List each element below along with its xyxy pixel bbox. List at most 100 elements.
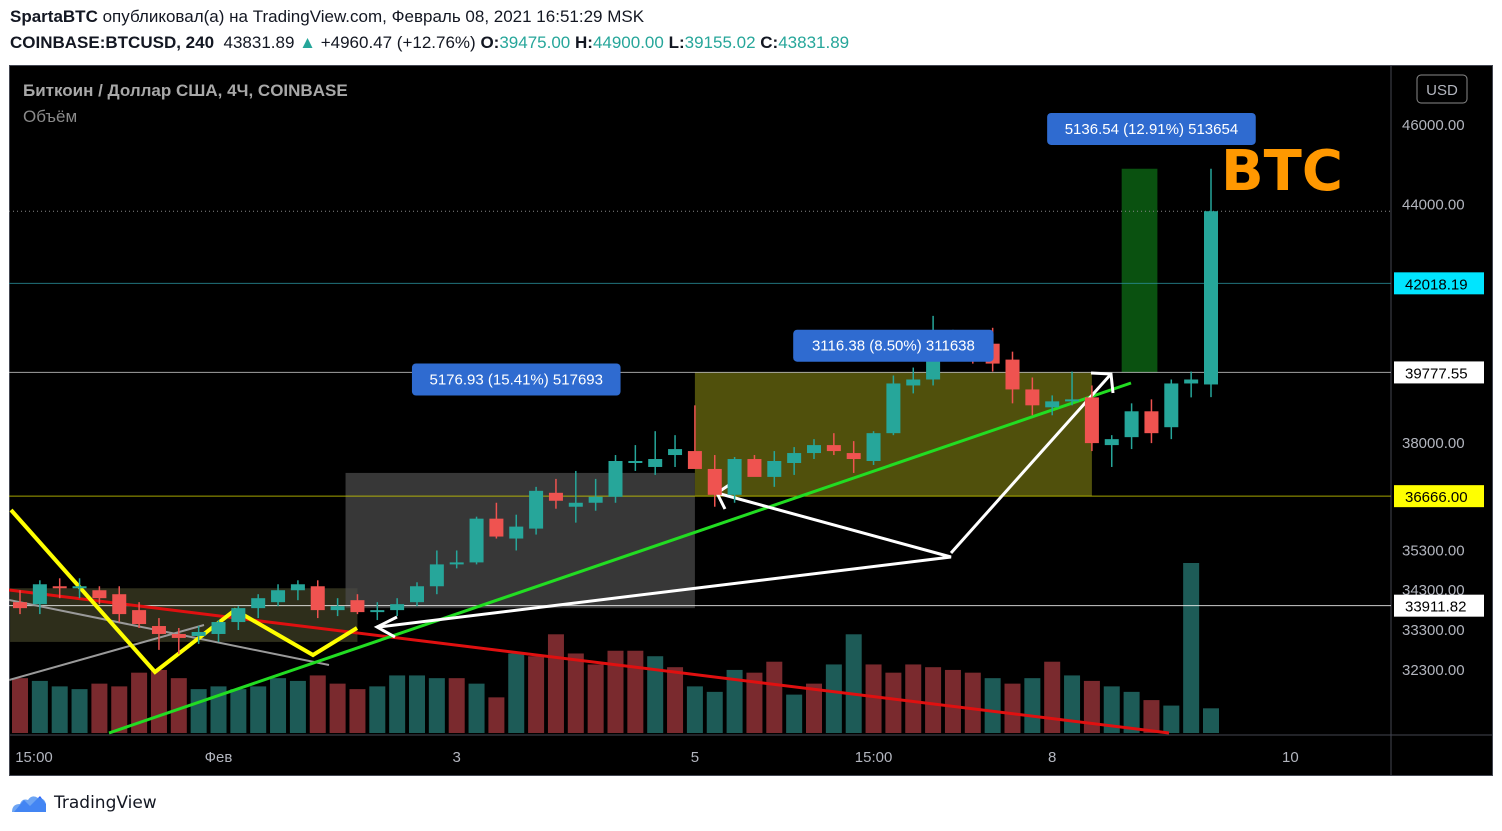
- candle-body: [846, 453, 861, 460]
- volume-bar: [369, 686, 386, 733]
- measure-box-1: [345, 472, 695, 609]
- grey-trend-line-2: [9, 624, 205, 681]
- volume-bar: [1044, 661, 1061, 733]
- candle-body: [787, 453, 802, 463]
- x-tick-label: 5: [691, 749, 699, 766]
- volume-bar: [1143, 700, 1160, 733]
- volume-bar: [547, 634, 564, 733]
- low-value: 39155.02: [684, 33, 756, 52]
- publish-text: опубликовал(а) на TradingView.com, Февра…: [102, 7, 645, 26]
- candle-body: [449, 562, 464, 565]
- candle-body: [866, 433, 881, 462]
- candle-body: [1045, 401, 1060, 408]
- volume-bar: [31, 680, 48, 733]
- high-label: H:: [574, 33, 593, 52]
- candle-body: [231, 608, 246, 623]
- candle-body: [568, 502, 583, 507]
- volume-bar: [230, 689, 247, 733]
- candle-body: [151, 626, 166, 634]
- candle-body: [826, 445, 841, 452]
- volume-bar: [686, 686, 703, 733]
- volume-bar: [508, 653, 525, 733]
- candle-body: [310, 586, 325, 611]
- candle-body: [628, 461, 643, 464]
- last-price: 43831.89: [223, 33, 295, 52]
- volume-bar: [885, 672, 902, 733]
- volume-bar: [1183, 563, 1200, 733]
- price-level-badge: [1394, 361, 1484, 384]
- volume-bar: [865, 664, 882, 733]
- volume-bar: [250, 686, 267, 733]
- open-value: 39475.00: [499, 33, 571, 52]
- volume-bar: [448, 678, 465, 733]
- candle-body: [370, 610, 385, 613]
- volume-bar: [806, 683, 822, 733]
- watermark-btc: BTC: [1221, 139, 1343, 204]
- candle-body: [171, 633, 186, 638]
- candle-body: [410, 586, 424, 603]
- volume-bar: [190, 689, 207, 733]
- volume-bar: [1163, 705, 1180, 733]
- candle-body: [330, 606, 345, 611]
- volume-bar: [349, 689, 366, 733]
- volume-bar: [905, 664, 922, 733]
- x-tick-label: Фев: [205, 749, 233, 766]
- currency-button[interactable]: USD: [1416, 74, 1468, 104]
- volume-bar: [1203, 708, 1219, 733]
- volume-bar: [1064, 675, 1081, 733]
- candle-body: [1084, 397, 1099, 444]
- price-level-label: 33911.82: [1405, 599, 1466, 616]
- volume-bar: [567, 653, 584, 733]
- arrowhead-icon: [373, 615, 398, 639]
- measure-label: 5136.54 (12.91%) 513654: [1065, 121, 1238, 138]
- candle-body: [132, 610, 147, 625]
- x-tick-label: 10: [1282, 749, 1299, 766]
- price-level-label: 36666.00: [1405, 489, 1468, 506]
- volume-bar: [389, 675, 406, 733]
- x-tick-label: 3: [453, 749, 461, 766]
- volume-bar: [150, 669, 167, 733]
- volume-bar: [71, 689, 88, 733]
- volume-bar: [270, 678, 287, 733]
- volume-bar: [1103, 686, 1120, 733]
- candle-body: [390, 604, 405, 611]
- close-value: 43831.89: [778, 33, 850, 52]
- price-level-badge: [1394, 594, 1484, 617]
- volume-bar: [964, 672, 981, 733]
- candle-body: [1144, 411, 1159, 434]
- volume-bar: [309, 675, 326, 733]
- brand-name: TradingView: [54, 793, 157, 813]
- candle-body: [92, 590, 107, 599]
- high-value: 44900.00: [592, 33, 664, 52]
- volume-bar: [845, 634, 862, 733]
- candle-body: [727, 459, 742, 495]
- x-tick-label: 15:00: [855, 749, 893, 766]
- volume-bar: [984, 678, 1001, 733]
- volume-bar: [1024, 678, 1041, 733]
- candle-body: [747, 459, 762, 477]
- tradingview-logo[interactable]: TradingView: [10, 792, 157, 814]
- candle-body: [1164, 383, 1179, 428]
- volume-bar: [627, 650, 644, 733]
- candle-body: [648, 459, 663, 467]
- close-label: C:: [760, 33, 779, 52]
- volume-bar: [51, 686, 68, 733]
- candle-body: [350, 600, 365, 613]
- volume-bar: [1004, 683, 1021, 733]
- volume-bar: [746, 672, 763, 733]
- white-arrow-path-1: [378, 491, 952, 629]
- volume-bar: [428, 678, 445, 733]
- publish-info: SpartaBTC опубликовал(а) на TradingView.…: [10, 7, 644, 27]
- measure-label-box: [411, 363, 621, 396]
- candle-body: [668, 449, 683, 456]
- candle-body: [271, 590, 286, 603]
- chart-title: Биткоин / Доллар США, 4Ч, COINBASE: [23, 81, 348, 100]
- candle-body: [13, 602, 27, 609]
- candle-body: [489, 518, 504, 537]
- price-chart[interactable]: 46000.0044000.0038000.0035300.0034300.00…: [9, 65, 1493, 776]
- candle-body: [52, 586, 67, 589]
- volume-bar: [925, 667, 942, 733]
- measure-box-3: [1121, 168, 1158, 373]
- author-name[interactable]: SpartaBTC: [10, 7, 98, 26]
- candle-body: [807, 445, 821, 454]
